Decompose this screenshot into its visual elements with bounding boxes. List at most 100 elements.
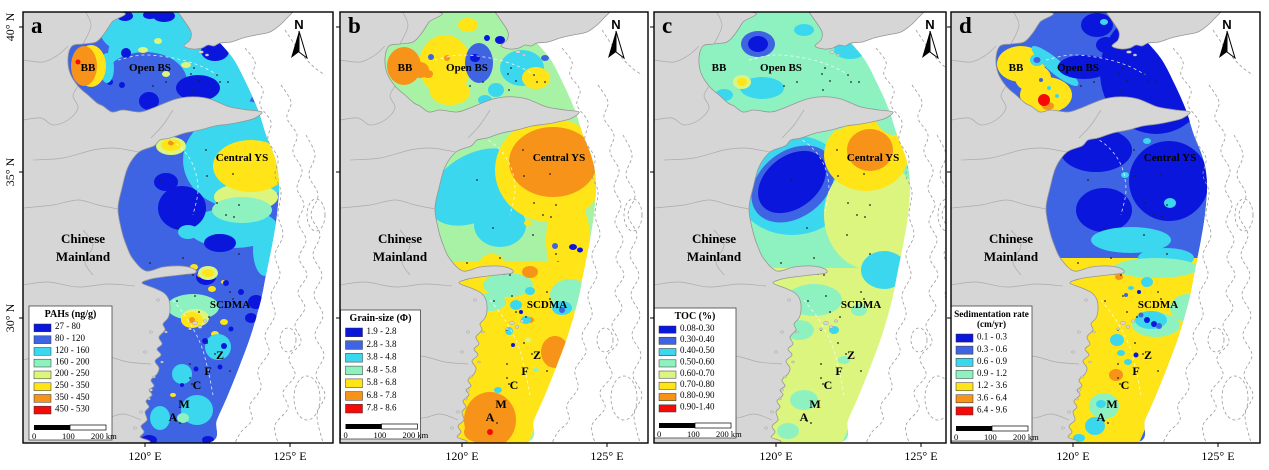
svg-text:F: F	[835, 364, 842, 378]
svg-text:1.2 - 3.6: 1.2 - 3.6	[977, 380, 1007, 390]
svg-text:A: A	[486, 410, 495, 424]
svg-text:0: 0	[344, 430, 348, 440]
svg-text:Mainland: Mainland	[373, 249, 428, 264]
svg-text:450 - 530: 450 - 530	[55, 404, 90, 414]
svg-text:Open BS: Open BS	[760, 62, 802, 74]
svg-text:7.8 - 8.6: 7.8 - 8.6	[367, 403, 397, 413]
svg-text:Chinese: Chinese	[692, 231, 736, 246]
svg-text:SCDMA: SCDMA	[210, 299, 250, 311]
svg-text:200 km: 200 km	[716, 429, 742, 439]
svg-text:40° N: 40° N	[3, 12, 17, 41]
svg-text:Central YS: Central YS	[533, 152, 585, 164]
svg-text:C: C	[193, 378, 202, 392]
svg-text:200 - 250: 200 - 250	[55, 368, 90, 378]
svg-text:PAHs (ng/g): PAHs (ng/g)	[45, 309, 97, 320]
svg-text:Central YS: Central YS	[847, 152, 899, 164]
svg-text:6.8 - 7.8: 6.8 - 7.8	[367, 390, 397, 400]
svg-text:200 km: 200 km	[91, 431, 117, 441]
svg-text:160 - 200: 160 - 200	[55, 357, 90, 367]
svg-text:100: 100	[62, 431, 75, 441]
svg-text:120° E: 120° E	[445, 449, 478, 463]
svg-text:100: 100	[984, 432, 997, 442]
svg-text:0.3 - 0.6: 0.3 - 0.6	[977, 344, 1007, 354]
svg-text:0: 0	[657, 429, 661, 439]
svg-text:d: d	[959, 13, 972, 38]
svg-text:Central YS: Central YS	[1144, 152, 1196, 164]
svg-text:A: A	[169, 410, 178, 424]
svg-text:BB: BB	[712, 62, 727, 74]
svg-text:120° E: 120° E	[759, 449, 792, 463]
svg-text:F: F	[521, 364, 528, 378]
svg-text:2.8 - 3.8: 2.8 - 3.8	[367, 339, 397, 349]
svg-text:c: c	[662, 13, 672, 38]
svg-text:0: 0	[32, 431, 36, 441]
svg-text:b: b	[348, 13, 361, 38]
svg-text:C: C	[824, 378, 833, 392]
svg-text:250 - 350: 250 - 350	[55, 380, 90, 390]
svg-text:100: 100	[374, 430, 387, 440]
svg-text:Z: Z	[847, 348, 855, 362]
svg-text:Z: Z	[216, 348, 224, 362]
svg-text:3.6 - 6.4: 3.6 - 6.4	[977, 392, 1007, 402]
svg-text:M: M	[495, 397, 506, 411]
svg-text:(cm/yr): (cm/yr)	[977, 319, 1006, 329]
svg-text:Z: Z	[533, 348, 541, 362]
svg-text:5.8 - 6.8: 5.8 - 6.8	[367, 377, 397, 387]
svg-text:125° E: 125° E	[1201, 449, 1234, 463]
svg-text:TOC (%): TOC (%)	[675, 311, 716, 322]
svg-text:Mainland: Mainland	[56, 249, 111, 264]
svg-text:Central YS: Central YS	[216, 152, 268, 164]
svg-text:SCDMA: SCDMA	[1138, 299, 1178, 311]
svg-text:SCDMA: SCDMA	[841, 299, 881, 311]
svg-text:Mainland: Mainland	[687, 249, 742, 264]
svg-text:200 km: 200 km	[403, 430, 429, 440]
svg-text:Mainland: Mainland	[984, 249, 1039, 264]
svg-text:F: F	[204, 364, 211, 378]
svg-text:A: A	[1097, 410, 1106, 424]
svg-text:N: N	[1222, 17, 1231, 32]
svg-text:0.9 - 1.2: 0.9 - 1.2	[977, 368, 1007, 378]
svg-text:1.9 - 2.8: 1.9 - 2.8	[367, 326, 397, 336]
svg-text:120° E: 120° E	[128, 449, 161, 463]
svg-text:Open BS: Open BS	[129, 62, 171, 74]
svg-text:200 km: 200 km	[1013, 432, 1039, 442]
svg-text:Chinese: Chinese	[989, 231, 1033, 246]
svg-text:N: N	[925, 17, 934, 32]
svg-text:0.60-0.70: 0.60-0.70	[680, 368, 715, 378]
svg-text:0.90-1.40: 0.90-1.40	[680, 402, 715, 412]
svg-text:350 - 450: 350 - 450	[55, 392, 90, 402]
svg-text:Chinese: Chinese	[61, 231, 105, 246]
svg-text:Z: Z	[1144, 348, 1152, 362]
svg-text:Open BS: Open BS	[446, 62, 488, 74]
svg-text:C: C	[510, 378, 519, 392]
svg-text:0.6 - 0.9: 0.6 - 0.9	[977, 356, 1007, 366]
svg-text:0.1 - 0.3: 0.1 - 0.3	[977, 332, 1007, 342]
svg-text:M: M	[1106, 397, 1117, 411]
svg-text:80 - 120: 80 - 120	[55, 333, 85, 343]
svg-text:M: M	[178, 397, 189, 411]
svg-text:120 - 160: 120 - 160	[55, 345, 90, 355]
svg-text:0.50-0.60: 0.50-0.60	[680, 357, 715, 367]
svg-text:0.30-0.40: 0.30-0.40	[680, 334, 715, 344]
svg-text:SCDMA: SCDMA	[527, 299, 567, 311]
svg-text:35° N: 35° N	[3, 157, 17, 186]
svg-text:6.4 - 9.6: 6.4 - 9.6	[977, 405, 1007, 415]
svg-text:125° E: 125° E	[590, 449, 623, 463]
svg-text:27 - 80: 27 - 80	[55, 321, 81, 331]
svg-text:a: a	[31, 13, 43, 38]
svg-text:125° E: 125° E	[904, 449, 937, 463]
svg-text:125° E: 125° E	[273, 449, 306, 463]
svg-text:4.8 - 5.8: 4.8 - 5.8	[367, 364, 397, 374]
svg-text:0: 0	[954, 432, 958, 442]
svg-text:A: A	[800, 410, 809, 424]
svg-text:BB: BB	[1009, 62, 1024, 74]
svg-text:BB: BB	[398, 62, 413, 74]
svg-text:0.40-0.50: 0.40-0.50	[680, 345, 715, 355]
svg-text:100: 100	[687, 429, 700, 439]
svg-text:0.08-0.30: 0.08-0.30	[680, 323, 715, 333]
svg-text:C: C	[1121, 378, 1130, 392]
svg-text:3.8 - 4.8: 3.8 - 4.8	[367, 352, 397, 362]
svg-text:F: F	[1132, 364, 1139, 378]
svg-text:Sedimentation rate: Sedimentation rate	[954, 309, 1029, 319]
svg-text:0.70-0.80: 0.70-0.80	[680, 379, 715, 389]
